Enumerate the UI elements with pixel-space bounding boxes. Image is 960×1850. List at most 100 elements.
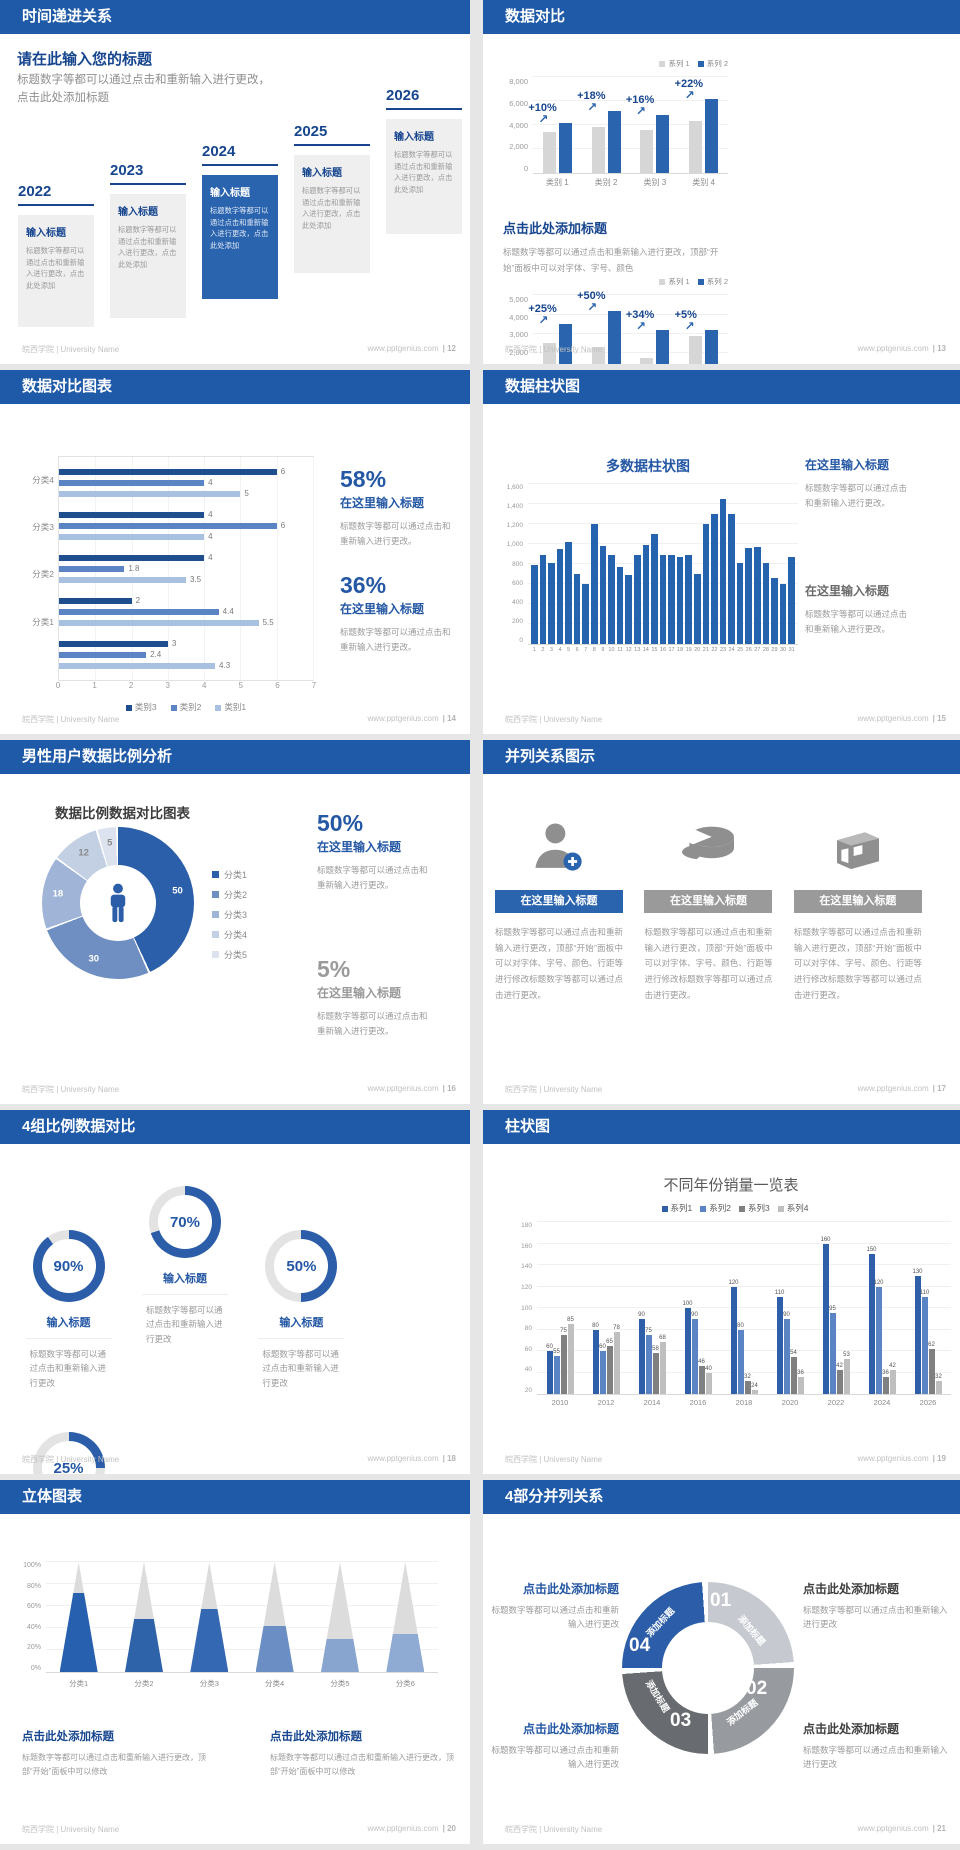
grouped-bar-chart: 系列1 系列2 系列3 系列4 180 160 140 120 100 80 60 40 20 60 55 7… (511, 1202, 951, 1407)
slide-content: 90% 输入标题 标题数字等都可以通过点击和重新输入进行更改 70% 输入标题 … (0, 1144, 470, 1474)
chart-legend: 系列 1 系列 2 (503, 276, 728, 287)
bar-value-label: 36 (797, 1369, 804, 1376)
bar-value-label: 110 (774, 1290, 785, 1297)
x-tick-label: 23 (719, 647, 727, 653)
stat-body: 标题数字等都可以通过点击和重新输入进行更改。 (317, 1011, 428, 1037)
bar-group: ↗ +25% (528, 295, 578, 364)
segment-number: 04 (629, 1635, 651, 1656)
bar (719, 499, 727, 644)
bar (676, 557, 684, 644)
chart-panel: 系列 1系列 25,0004,0003,0002,0001,0000↗+25%↗… (503, 276, 728, 364)
text-block: 点击此处添加标题 标题数字等都可以通过点击和重新输入进行更改 (803, 1720, 948, 1772)
chart-area: 分类4 分类3 分类2 分类1 6 4 5 4 6 4 4 1.8 3.5 2 4.4 5.5 3 2.4 4.3 (22, 456, 314, 681)
arrow-up-icon: ↗ (538, 111, 549, 126)
bar-value-label: 130 (912, 1268, 923, 1275)
bar-row: 4.3 (59, 661, 313, 670)
stat-percent: 50% (317, 810, 364, 836)
chart-area: 100% 80% 60% 40% 20% 0% 分类1 分类2 分类3 分类4 分类5 分类6 (18, 1561, 438, 1689)
bar-value-label: 78 (613, 1324, 620, 1331)
bar-group: 130 110 62 32 (909, 1222, 947, 1394)
bar-value-label: 4 (208, 532, 213, 541)
stat-block: 5% 在这里输入标题 标题数字等都可以通过点击和重新输入进行更改。 (317, 956, 435, 1040)
bar (59, 608, 219, 615)
slide-15[interactable]: 数据柱状图 多数据柱状图 1,600 1,400 1,200 1,000 800 600 4… (483, 370, 960, 734)
bar (608, 555, 615, 644)
plot-column: ↗ +10% ↗ +18% ↗ +16% ↗ +22% 类别 1 类别 2 类别 3 类别 4 (528, 76, 728, 188)
bar (788, 557, 795, 644)
pyramid-slot (187, 1562, 231, 1672)
bar: 58 (652, 1346, 659, 1394)
segment-number: 01 (710, 1590, 732, 1611)
bar-group: 160 95 42 53 (817, 1222, 855, 1394)
bar-group: 6 4 5 (59, 461, 313, 504)
x-axis: 分类1 分类2 分类3 分类4 分类5 分类6 (46, 1678, 438, 1689)
slide-17[interactable]: 并列关系图示 在这里输入标题 标题数字等都可以通过点击和重新输入进行更改，顶部“… (483, 740, 960, 1104)
footer-url: www.pptgenius.com (367, 1824, 439, 1833)
growth-annotation: +10% (528, 101, 557, 114)
bar-value-label: 120 (873, 1279, 884, 1286)
footer-url: www.pptgenius.com (367, 1454, 439, 1463)
bar-value-label: 110 (919, 1290, 930, 1297)
bar (59, 479, 205, 486)
slide-18[interactable]: 4组比例数据对比 90% 输入标题 标题数字等都可以通过点击和重新输入进行更改 … (0, 1110, 470, 1474)
block-body: 标题数字等都可以通过点击和重新输入进行更改。 (805, 483, 908, 509)
legend-swatch (659, 61, 666, 68)
bar-group: ↗ +16% (626, 77, 676, 173)
x-tick-label: 2012 (597, 1398, 615, 1407)
footer-url: www.pptgenius.com (857, 1454, 929, 1463)
grid-line (533, 124, 728, 125)
bar (659, 555, 667, 644)
slide-footer: 皖西学院 | University Name www.pptgenius.com… (505, 1824, 946, 1835)
bar (754, 547, 761, 644)
slide-16[interactable]: 男性用户数据比例分析 数据比例数据对比图表 50 30 18 12 5 分类1 分类2 分类… (0, 740, 470, 1104)
bar (59, 619, 259, 626)
ring-label: 输入标题 (258, 1314, 345, 1339)
bar-groups: 60 55 75 85 80 60 65 78 90 75 58 68 100 90 46 40 120 80 32… (537, 1222, 951, 1394)
y-tick-label: 8,000 (509, 77, 528, 86)
bar (607, 310, 621, 364)
slice-value-label: 50 (172, 885, 183, 897)
progress-ring: 70% (148, 1186, 221, 1258)
bar (779, 584, 787, 644)
bar: 68 (659, 1335, 666, 1394)
x-tick-label: 2 (128, 681, 134, 690)
stat-block: 58% 在这里输入标题 标题数字等都可以通过点击和重新输入进行更改。 (340, 466, 458, 550)
legend-item: 系列1 (661, 1203, 692, 1213)
x-tick-label: 1 (92, 681, 97, 690)
plot: 60 55 75 85 80 60 65 78 90 75 58 68 100 90 46 40 120 80 32… (537, 1221, 951, 1395)
bar (599, 546, 607, 644)
stat-label: 在这里输入标题 (340, 602, 425, 616)
footer-university: 皖西学院 | University Name (505, 1825, 603, 1834)
slide-title: 并列关系图示 (505, 748, 596, 765)
footer-university: 皖西学院 | University Name (505, 345, 603, 354)
x-tick-label: 4 (558, 647, 562, 653)
slide-12[interactable]: 时间递进关系 请在此输入您的标题 标题数字等都可以通过点击和重新输入进行更改，点… (0, 0, 470, 364)
slide-14[interactable]: 数据对比图表 分类4 分类3 分类2 分类1 6 4 5 4 6 4 4 1.8 3.5 2 4.4 5.5 3… (0, 370, 470, 734)
ring-body: 标题数字等都可以通过点击和重新输入进行更改 (29, 1349, 107, 1388)
bar-value-label: 90 (638, 1311, 645, 1318)
bar: 60 (599, 1344, 606, 1394)
bar (702, 524, 710, 644)
column-body: 标题数字等都可以通过点击和重新输入进行更改，顶部“开始”面板中可以对字体、字号、… (644, 927, 773, 1000)
slide-21[interactable]: 4部分并列关系 01 02 03 04 添加标题 添加标题 添加标题 添加标题 … (483, 1480, 960, 1844)
grid-line (537, 1350, 951, 1351)
slide-19[interactable]: 柱状图 不同年份销量一览表 系列1 系列2 系列3 系列4 180 160 140 120 10… (483, 1110, 960, 1474)
timeline-year: 2023 (110, 162, 186, 185)
plot-column: 分类1 分类2 分类3 分类4 分类5 分类6 (46, 1561, 438, 1689)
y-tick-label: 0 (523, 164, 528, 173)
y-tick-label: 5,000 (509, 295, 528, 305)
bar-value-label: 53 (843, 1351, 850, 1358)
block-heading: 点击此处添加标题 (270, 1731, 362, 1743)
stat-label: 在这里输入标题 (340, 496, 425, 510)
plot-column: 1 2 3 4 5 6 7 8 9 10 11 12 13 14 15 16 17 18 19 20 21 22 23 24 2… (528, 483, 798, 653)
x-tick-label: 19 (685, 647, 692, 653)
bar-value-label: 42 (836, 1363, 843, 1370)
slide-13[interactable]: 数据对比 系列 1 系列 2 8,000 6,000 4,000 2,000 0 ↗ +10% ↗… (483, 0, 960, 364)
column-chart-panel: 不同年份销量一览表 系列1 系列2 系列3 系列4 180 160 140 120 100 80 6… (511, 1174, 951, 1407)
stat-body: 标题数字等都可以通过点击和重新输入进行更改。 (340, 627, 451, 653)
slide-footer: 皖西学院 | University Name www.pptgenius.com… (22, 344, 456, 355)
bar (582, 584, 590, 644)
bar: 90 (638, 1312, 645, 1394)
slide-20[interactable]: 立体图表 100% 80% 60% 40% 20% 0% 分类1 分类2 分类3 分类4 分类5 分类… (0, 1480, 470, 1844)
footer-url: www.pptgenius.com (857, 1824, 929, 1833)
